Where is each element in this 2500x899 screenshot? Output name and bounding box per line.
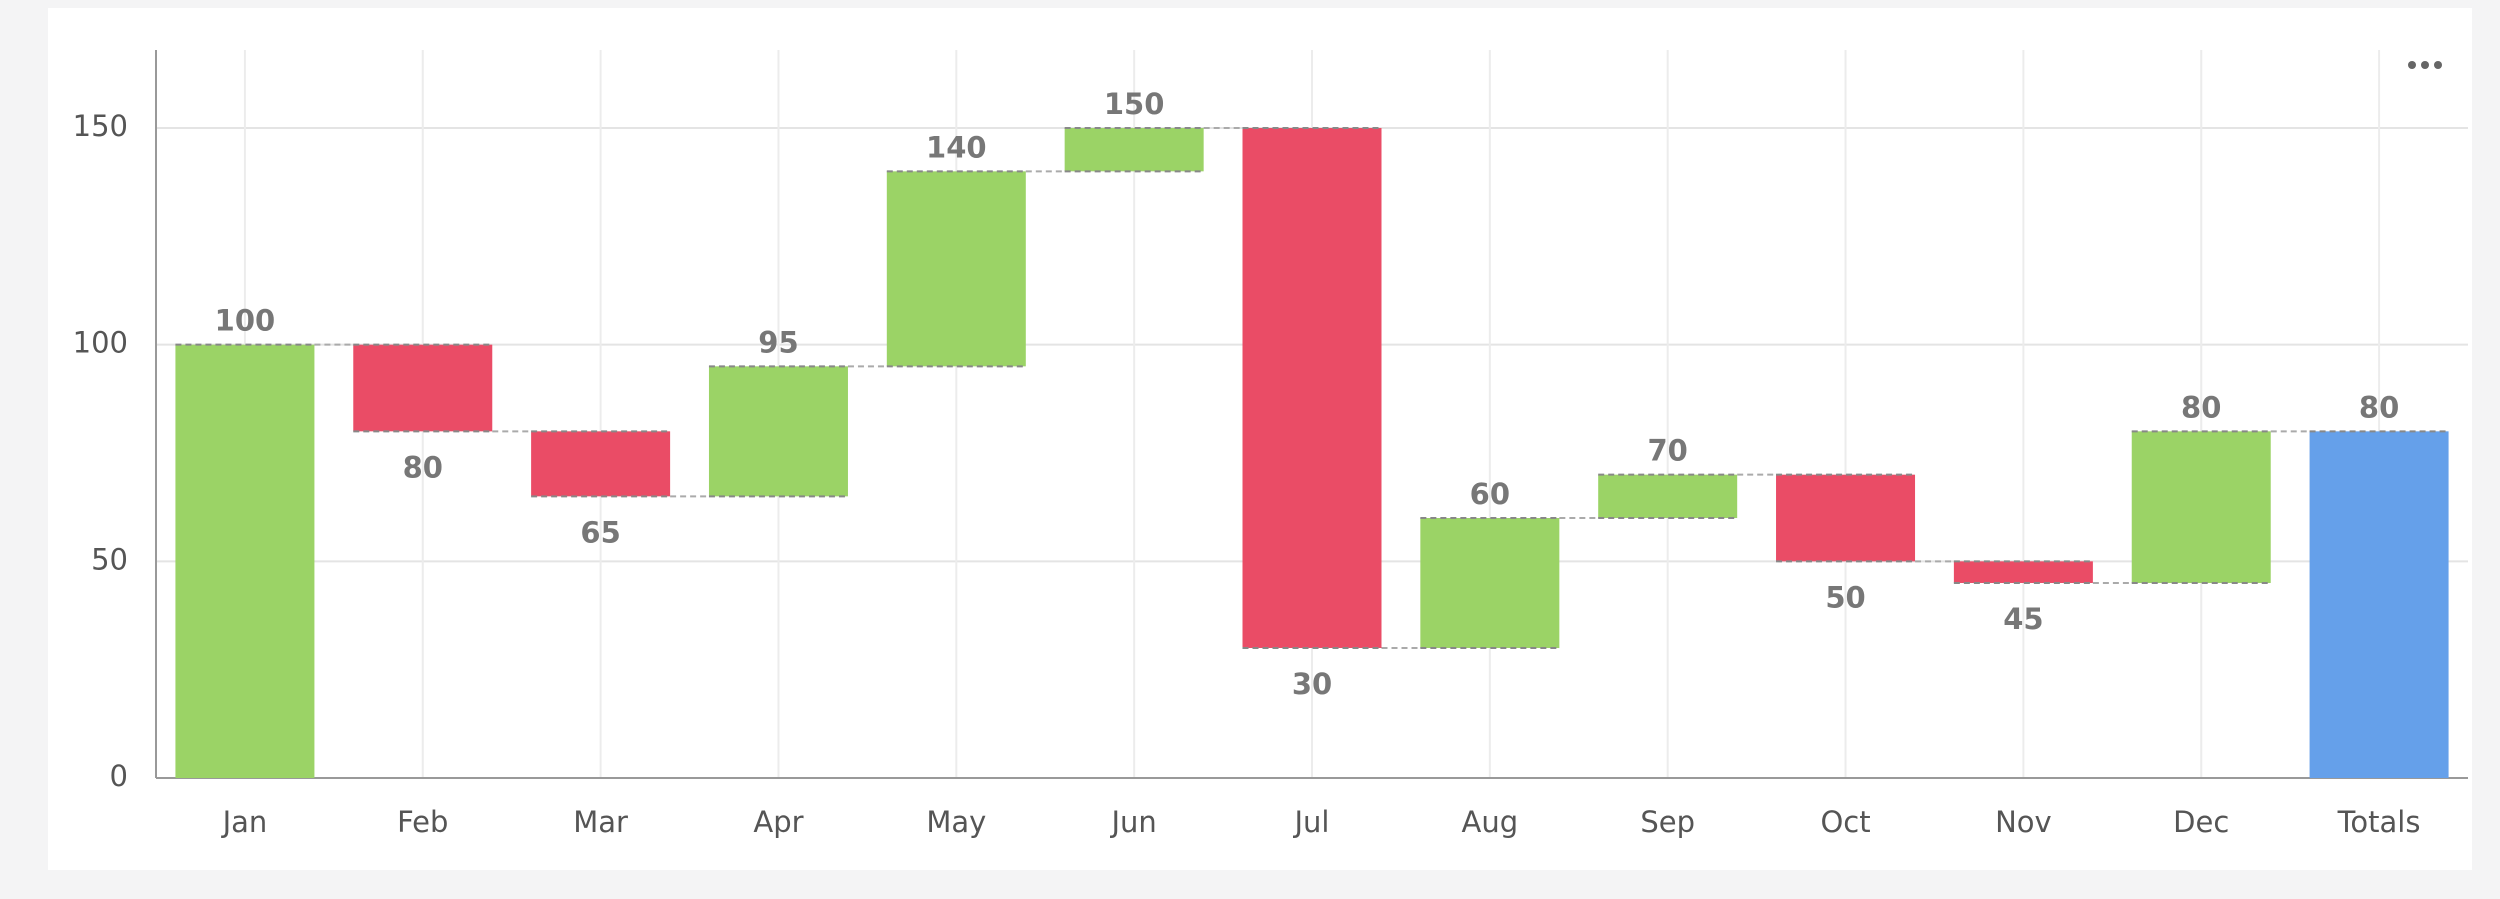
x-tick-label: Totals — [2337, 805, 2421, 839]
bar — [708, 366, 848, 497]
bar — [1776, 474, 1916, 562]
menu-dot[interactable] — [2434, 61, 2442, 69]
data-label: 60 — [1470, 477, 1510, 511]
data-label: 80 — [2181, 390, 2221, 424]
bar — [1242, 128, 1382, 648]
bar — [1420, 518, 1560, 648]
bar — [2309, 431, 2449, 778]
data-label: 140 — [926, 130, 987, 164]
x-tick-label: Mar — [573, 805, 628, 839]
x-tick-label: Nov — [1995, 805, 2052, 839]
data-label: 45 — [2003, 602, 2043, 636]
x-tick-label: Apr — [753, 805, 803, 839]
data-label: 150 — [1104, 87, 1165, 121]
x-tick-label: Aug — [1462, 805, 1519, 839]
bar — [531, 431, 671, 497]
data-label: 80 — [2359, 390, 2399, 424]
menu-icon[interactable] — [2408, 61, 2442, 69]
data-label: 80 — [403, 450, 443, 484]
x-tick-label: Jun — [1109, 805, 1156, 839]
x-tick-label: Jan — [221, 805, 268, 839]
menu-dot[interactable] — [2408, 61, 2416, 69]
bar — [1064, 128, 1204, 172]
x-tick-label: Oct — [1820, 805, 1870, 839]
bar — [353, 344, 493, 432]
bar — [1598, 474, 1738, 518]
x-tick-label: May — [926, 805, 986, 839]
x-tick-label: Dec — [2173, 805, 2229, 839]
bar — [886, 171, 1026, 367]
y-tick-label: 150 — [73, 109, 128, 143]
x-tick-label: Sep — [1640, 805, 1695, 839]
bar — [2131, 431, 2271, 583]
bar — [1953, 561, 2093, 583]
data-label: 50 — [1825, 580, 1865, 614]
bar — [175, 344, 315, 778]
y-tick-label: 50 — [91, 542, 128, 576]
y-tick-label: 100 — [73, 326, 128, 360]
y-tick-label: 0 — [110, 759, 128, 793]
data-label: 65 — [580, 515, 620, 549]
data-label: 95 — [758, 325, 798, 359]
menu-dot[interactable] — [2421, 61, 2429, 69]
data-label: 70 — [1648, 434, 1688, 468]
data-label: 100 — [215, 304, 276, 338]
data-label: 30 — [1292, 667, 1332, 701]
x-tick-label: Feb — [397, 805, 448, 839]
x-tick-label: Jul — [1293, 805, 1330, 839]
